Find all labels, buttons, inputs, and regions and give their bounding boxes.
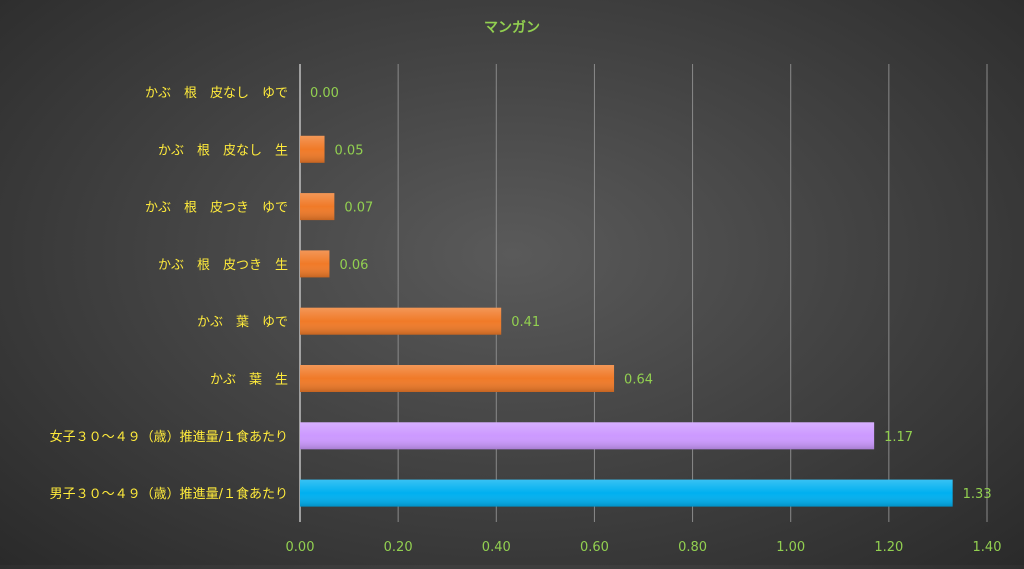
category-label: かぶ 根 皮なし ゆで [145, 86, 288, 101]
data-label: 0.64 [624, 373, 653, 388]
x-tick-label: 0.80 [678, 540, 707, 555]
data-label: 0.05 [335, 143, 364, 158]
category-label: かぶ 根 皮なし 生 [158, 143, 288, 158]
data-label: 1.33 [963, 487, 992, 502]
data-label: 1.17 [884, 430, 913, 445]
x-tick-label: 1.00 [776, 540, 805, 555]
data-label: 0.07 [344, 201, 373, 216]
x-tick-label: 1.40 [973, 540, 1002, 555]
bar-shading [300, 250, 330, 278]
x-tick-label: 0.00 [286, 540, 315, 555]
data-label: 0.06 [339, 258, 368, 273]
x-tick-label: 0.40 [482, 540, 511, 555]
category-label: 女子３０～４９（歳）推進量/１食あたり [50, 429, 288, 445]
category-label: かぶ 根 皮つき ゆで [145, 201, 288, 216]
data-label: 0.41 [511, 315, 540, 330]
gridlines [299, 64, 988, 522]
category-label: 男子３０～４９（歳）推進量/１食あたり [50, 486, 288, 502]
x-tick-labels: 0.00 0.20 0.40 0.60 0.80 1.00 1.20 1.40 [286, 540, 1002, 555]
category-label: かぶ 葉 ゆで [197, 315, 288, 330]
value-labels: 0.00 0.05 0.07 0.06 0.41 0.64 1.17 1.33 [310, 86, 992, 502]
x-tick-label: 0.60 [580, 540, 609, 555]
chart-title: マンガン [484, 20, 540, 36]
x-tick-label: 0.20 [384, 540, 413, 555]
bar-shading [300, 135, 325, 163]
bar-shading [300, 193, 335, 221]
data-label: 0.00 [310, 86, 339, 101]
bar-shading [300, 479, 953, 507]
bars [300, 135, 953, 507]
category-label: かぶ 根 皮つき 生 [158, 258, 288, 273]
x-tick-label: 1.20 [874, 540, 903, 555]
bar-shading [300, 307, 502, 335]
bar-shading [300, 422, 875, 450]
category-label: かぶ 葉 生 [210, 373, 288, 388]
bar-shading [300, 365, 615, 392]
